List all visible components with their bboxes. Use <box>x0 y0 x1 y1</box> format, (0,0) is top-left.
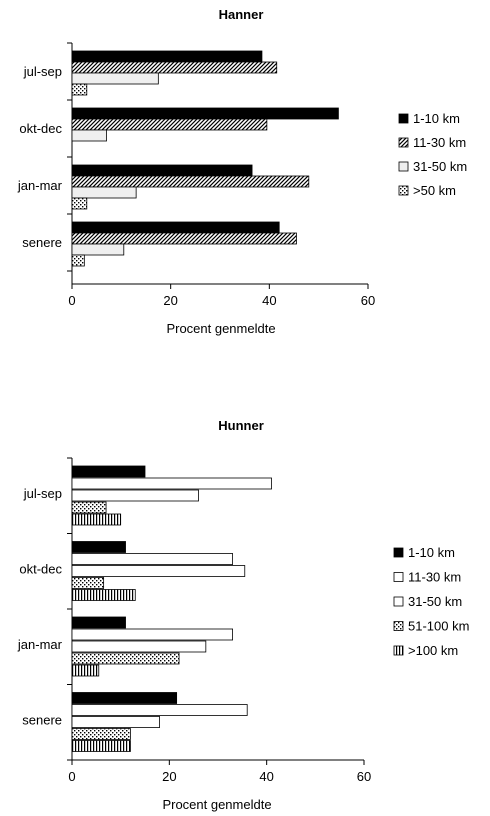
chart2-bar-31-50-km-jan-mar <box>71 640 207 653</box>
chart2-bar-100-km-jan-mar <box>71 664 100 677</box>
chart2-category-label: jan-mar <box>17 637 63 652</box>
chart2-bar-31-50-km-jul-sep <box>71 489 199 502</box>
chart1-bar-31-50-km-okt-dec <box>71 129 107 142</box>
chart2-bar-11-30-km-jul-sep <box>71 477 272 490</box>
chart1-xlabel: Procent genmeldte <box>166 321 275 336</box>
chart1-bar-1-10-km-jul-sep <box>71 50 263 63</box>
chart1-legend-label-31-50-km: 31-50 km <box>413 159 467 174</box>
chart1-legend-swatch-11-30-km <box>398 137 409 148</box>
chart1-bar-11-30-km-okt-dec <box>71 118 268 131</box>
chart2-category-label: jul-sep <box>23 486 62 501</box>
chart1-legend-label-11-30-km: 11-30 km <box>413 135 466 150</box>
chart1-bar-11-30-km-jul-sep <box>71 61 278 74</box>
chart1-bar-31-50-km-senere <box>71 243 125 256</box>
chart2-bar-100-km-jul-sep <box>71 513 122 526</box>
chart1-category-label: okt-dec <box>19 121 62 136</box>
chart2-legend-swatch-1-10-km <box>393 547 404 558</box>
chart2-bar-1-10-km-jan-mar <box>71 616 126 629</box>
chart2-title: Hunner <box>218 418 264 433</box>
chart1-bar-1-10-km-senere <box>71 221 280 234</box>
chart2-bar-1-10-km-jul-sep <box>71 465 146 478</box>
chart2-bar-51-100-km-jan-mar <box>71 652 180 665</box>
chart1-legend-label-50-km: >50 km <box>413 183 456 198</box>
chart2-xlabel: Procent genmeldte <box>162 797 271 812</box>
chart2-bar-51-100-km-okt-dec <box>71 577 105 589</box>
chart1-category-label: jan-mar <box>17 178 63 193</box>
chart2-x-tick-label: 60 <box>357 769 371 784</box>
chart2-legend-swatch-51-100-km <box>393 621 404 631</box>
chart1-x-tick-label: 40 <box>262 293 276 308</box>
chart1-legend-swatch-1-10-km <box>398 113 409 124</box>
chart1-x-tick-label: 20 <box>163 293 177 308</box>
chart2-bar-11-30-km-jan-mar <box>71 628 234 641</box>
chart2-x-tick-label: 20 <box>162 769 176 784</box>
chart2-legend-label-51-100-km: 51-100 km <box>408 619 469 634</box>
chart2-bar-11-30-km-senere <box>71 704 248 716</box>
chart1-legend-swatch-50-km <box>398 185 409 196</box>
chart1-bar-50-km-jan-mar <box>71 197 88 210</box>
chart1-category-label: senere <box>22 235 62 250</box>
chart1-bar-11-30-km-senere <box>71 232 297 245</box>
chart1-x-tick-label: 60 <box>361 293 375 308</box>
chart2-bar-51-100-km-jul-sep <box>71 501 107 514</box>
chart2: 0 20 40 60 jul-sep okt-dec jan-mar senere 1-10 k… <box>17 457 469 784</box>
chart2-category-label: okt-dec <box>19 562 62 577</box>
chart1-bar-1-10-km-okt-dec <box>71 107 339 120</box>
chart2-bar-1-10-km-senere <box>71 692 178 704</box>
chart1-title: Hanner <box>219 7 264 22</box>
chart2-legend-label-100-km: >100 km <box>408 643 458 658</box>
chart1: 0 20 40 60 jul-sep okt-dec jan-mar senere 1-10 k… <box>17 42 467 308</box>
chart2-category-label: senere <box>22 713 62 728</box>
chart1-bar-11-30-km-jan-mar <box>71 175 310 188</box>
chart2-x-tick-label: 40 <box>259 769 273 784</box>
chart2-legend-label-1-10-km: 1-10 km <box>408 545 455 560</box>
chart2-legend-swatch-11-30-km <box>393 572 404 582</box>
chart2-x-tick-label: 0 <box>68 769 75 784</box>
chart2-legend-label-11-30-km: 11-30 km <box>408 570 461 585</box>
chart2-bar-51-100-km-senere <box>71 728 131 740</box>
chart1-bar-50-km-jul-sep <box>71 83 88 96</box>
chart1-bar-31-50-km-jan-mar <box>71 186 137 199</box>
chart1-category-label: jul-sep <box>23 64 62 79</box>
chart2-bar-100-km-okt-dec <box>71 589 136 601</box>
chart2-bar-11-30-km-okt-dec <box>71 553 234 565</box>
chart1-legend-label-1-10-km: 1-10 km <box>413 111 460 126</box>
chart1-legend-swatch-31-50-km <box>398 161 409 172</box>
chart2-legend-swatch-31-50-km <box>393 596 404 607</box>
chart2-bar-100-km-senere <box>71 740 131 752</box>
chart1-bar-1-10-km-jan-mar <box>71 164 253 177</box>
chart2-legend-label-31-50-km: 31-50 km <box>408 594 462 609</box>
chart2-bar-1-10-km-okt-dec <box>71 541 126 553</box>
chart2-bar-31-50-km-senere <box>71 716 160 728</box>
chart1-bar-50-km-senere <box>71 254 85 267</box>
chart2-bar-31-50-km-okt-dec <box>71 565 246 577</box>
chart1-x-tick-label: 0 <box>68 293 75 308</box>
chart1-bar-31-50-km-jul-sep <box>71 72 159 85</box>
chart2-legend-swatch-100-km <box>393 645 404 656</box>
